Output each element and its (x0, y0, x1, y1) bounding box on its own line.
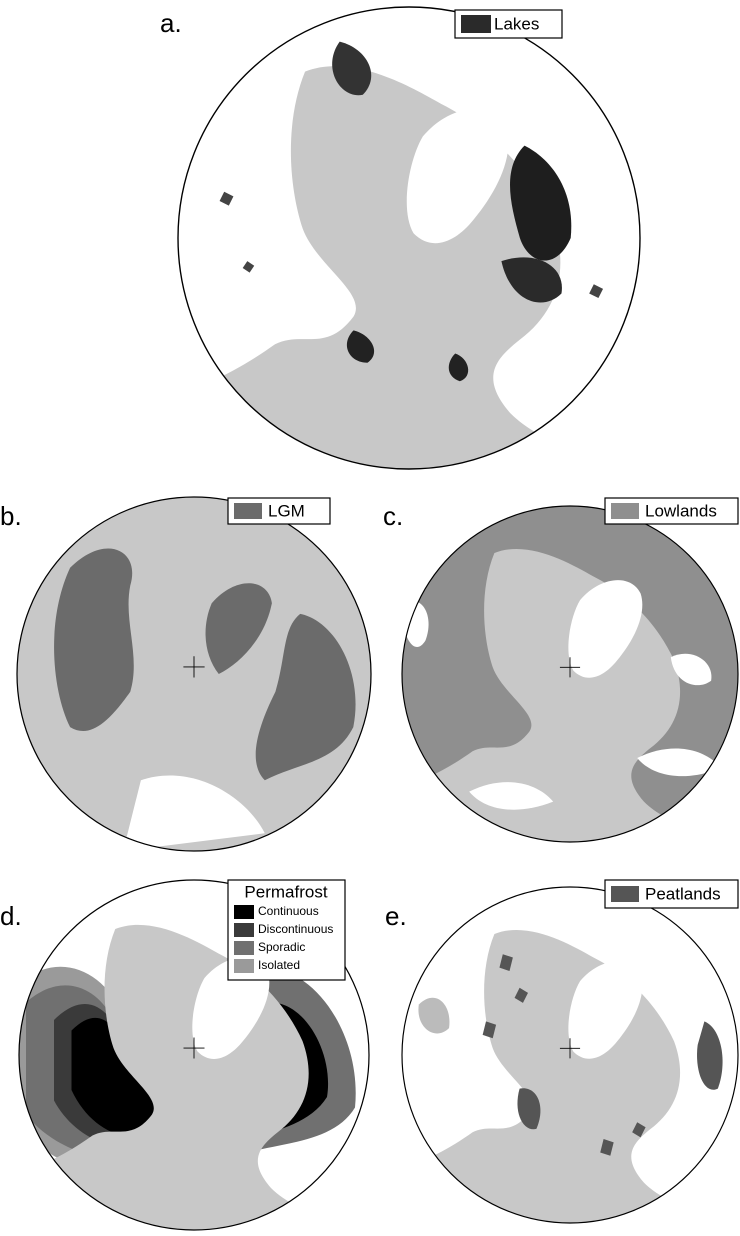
legend-swatch (461, 15, 491, 33)
map (16, 496, 372, 852)
legend-label: Discontinuous (258, 922, 333, 936)
legend-title: Permafrost (244, 882, 327, 901)
legend-label: Isolated (258, 958, 300, 972)
legend-label: LGM (268, 501, 305, 520)
panel-label: d. (0, 901, 22, 931)
panel-label: c. (383, 501, 403, 531)
map (401, 886, 739, 1224)
legend-swatch (611, 886, 639, 902)
legend-swatch (234, 923, 254, 937)
panel-label: b. (0, 501, 22, 531)
legend-swatch (234, 941, 254, 955)
legend-label: Peatlands (645, 884, 721, 903)
legend-swatch (234, 959, 254, 973)
panel-d: d. Permafrost Continuous Discontinuous S… (0, 879, 370, 1231)
legend-swatch (611, 503, 639, 519)
legend-label: Lakes (494, 14, 539, 33)
panel-b: b. LGM (0, 496, 372, 852)
legend-label: Lowlands (645, 501, 717, 520)
panel-label: e. (385, 901, 407, 931)
panel-e: e. Peatlands (385, 879, 739, 1224)
panel-c: c. Lowlands (383, 497, 739, 843)
legend-label: Continuous (258, 904, 319, 918)
panel-label: a. (160, 8, 182, 38)
map (401, 505, 739, 843)
legend-swatch (234, 503, 262, 519)
map (177, 6, 641, 470)
legend-swatch (234, 905, 254, 919)
panel-a: a. Lakes (160, 6, 641, 470)
legend-label: Sporadic (258, 940, 305, 954)
